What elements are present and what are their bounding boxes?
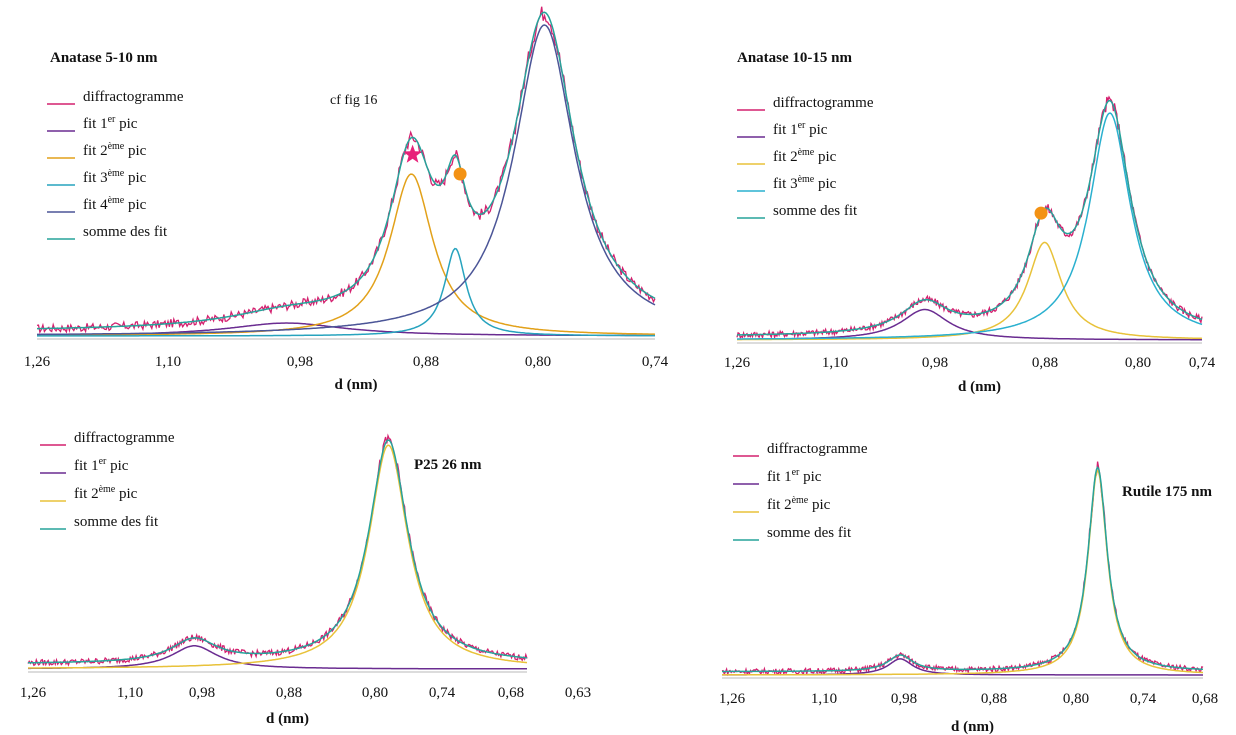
x-tick-label: 0,98 bbox=[922, 355, 948, 371]
legend-entry: fit 3ème pic bbox=[83, 168, 147, 186]
series-fit-2 bbox=[28, 444, 528, 669]
x-tick-label: 0,74 bbox=[1189, 355, 1216, 371]
series-fit-2 bbox=[722, 469, 1203, 676]
x-axis-label: d (nm) bbox=[958, 379, 1001, 395]
x-tick-label: 1,26 bbox=[20, 685, 47, 701]
x-axis-label: d (nm) bbox=[951, 719, 994, 735]
series-fit-3 bbox=[737, 112, 1203, 340]
legend-entry: somme des fit bbox=[767, 525, 852, 541]
x-tick-label: 0,74 bbox=[429, 685, 456, 701]
series-fit-2 bbox=[737, 241, 1203, 341]
chart-panel-3: 1,26 1,10 0,98 0,88 0,80 0,74 0,68 0,63 d (nm) P2… bbox=[20, 430, 591, 727]
legend-entry: somme des fit bbox=[83, 224, 168, 240]
chart-title: P25 26 nm bbox=[414, 457, 482, 473]
x-tick-label: 0,88 bbox=[413, 354, 439, 370]
dot-marker-icon bbox=[453, 167, 467, 181]
x-tick-label: 0,68 bbox=[498, 685, 524, 701]
series-diffractogramme bbox=[736, 95, 1203, 340]
legend-entry: fit 4ème pic bbox=[83, 195, 147, 213]
x-axis-label: d (nm) bbox=[266, 711, 309, 727]
legend-entry: fit 2ème pic bbox=[74, 484, 138, 502]
series-diffractogramme bbox=[27, 433, 528, 667]
x-tick-label: 0,80 bbox=[1063, 691, 1089, 707]
legend-entry: fit 2ème pic bbox=[773, 147, 837, 165]
series-fit-4 bbox=[37, 24, 656, 336]
legend-entry: fit 1er pic bbox=[74, 456, 129, 474]
legend-entry: fit 2ème pic bbox=[767, 495, 831, 513]
star-marker-icon bbox=[403, 144, 423, 163]
legend-entry: fit 1er pic bbox=[83, 114, 138, 132]
legend-entry: fit 1er pic bbox=[767, 467, 822, 485]
legend-entry: diffractogramme bbox=[74, 430, 175, 446]
x-tick-label: 1,10 bbox=[155, 354, 181, 370]
legend-entry: somme des fit bbox=[74, 514, 159, 530]
x-tick-label: 0,68 bbox=[1192, 691, 1218, 707]
legend-entry: diffractogramme bbox=[83, 89, 184, 105]
x-tick-label: 0,63 bbox=[565, 685, 591, 701]
chart-title: Anatase 5-10 nm bbox=[50, 50, 158, 66]
legend-entry: fit 2ème pic bbox=[83, 141, 147, 159]
x-tick-label: 0,98 bbox=[189, 685, 215, 701]
legend-entry: diffractogramme bbox=[767, 441, 868, 457]
legend-entry: diffractogramme bbox=[773, 95, 874, 111]
x-tick-label: 0,88 bbox=[1032, 355, 1058, 371]
x-tick-label: 0,88 bbox=[276, 685, 302, 701]
x-tick-label: 0,98 bbox=[891, 691, 917, 707]
x-axis-label: d (nm) bbox=[335, 377, 378, 393]
legend-entry: fit 1er pic bbox=[773, 120, 828, 138]
series-fit-2 bbox=[37, 173, 656, 336]
legend-entry: somme des fit bbox=[773, 203, 858, 219]
series-fit-1 bbox=[722, 658, 1203, 676]
x-tick-label: 1,10 bbox=[117, 685, 143, 701]
chart-title: Rutile 175 nm bbox=[1122, 484, 1213, 500]
x-tick-label: 1,26 bbox=[719, 691, 746, 707]
x-tick-label: 0,80 bbox=[362, 685, 388, 701]
x-tick-label: 0,88 bbox=[981, 691, 1007, 707]
chart-panel-4: 1,26 1,10 0,98 0,88 0,80 0,74 0,68 d (nm) Rutile… bbox=[719, 441, 1218, 735]
x-tick-label: 1,26 bbox=[24, 354, 51, 370]
x-tick-label: 0,74 bbox=[642, 354, 669, 370]
chart-panel-2: 1,26 1,10 0,98 0,88 0,80 0,74 d (nm) Anatase 10… bbox=[724, 50, 1216, 395]
chart-title: Anatase 10-15 nm bbox=[737, 50, 853, 66]
x-tick-label: 1,26 bbox=[724, 355, 751, 371]
x-tick-label: 0,80 bbox=[1125, 355, 1151, 371]
x-tick-label: 0,98 bbox=[287, 354, 313, 370]
x-tick-label: 0,74 bbox=[1130, 691, 1157, 707]
x-tick-label: 1,10 bbox=[822, 355, 848, 371]
chart-panel-1: 1,26 1,10 0,98 0,88 0,80 0,74 d (nm) Anatase 5-… bbox=[24, 6, 669, 393]
series-fit-3 bbox=[37, 247, 655, 337]
x-tick-label: 1,10 bbox=[811, 691, 837, 707]
x-tick-label: 0,80 bbox=[525, 354, 551, 370]
annotation-text: cf fig 16 bbox=[330, 93, 377, 108]
series-fit-1 bbox=[28, 645, 527, 670]
series-somme-des-fit bbox=[27, 439, 528, 664]
dot-marker-icon bbox=[1034, 206, 1048, 220]
series-somme-des-fit bbox=[737, 99, 1203, 336]
series-somme-des-fit bbox=[722, 465, 1204, 673]
series-somme-des-fit bbox=[37, 11, 656, 330]
legend-entry: fit 3ème pic bbox=[773, 174, 837, 192]
